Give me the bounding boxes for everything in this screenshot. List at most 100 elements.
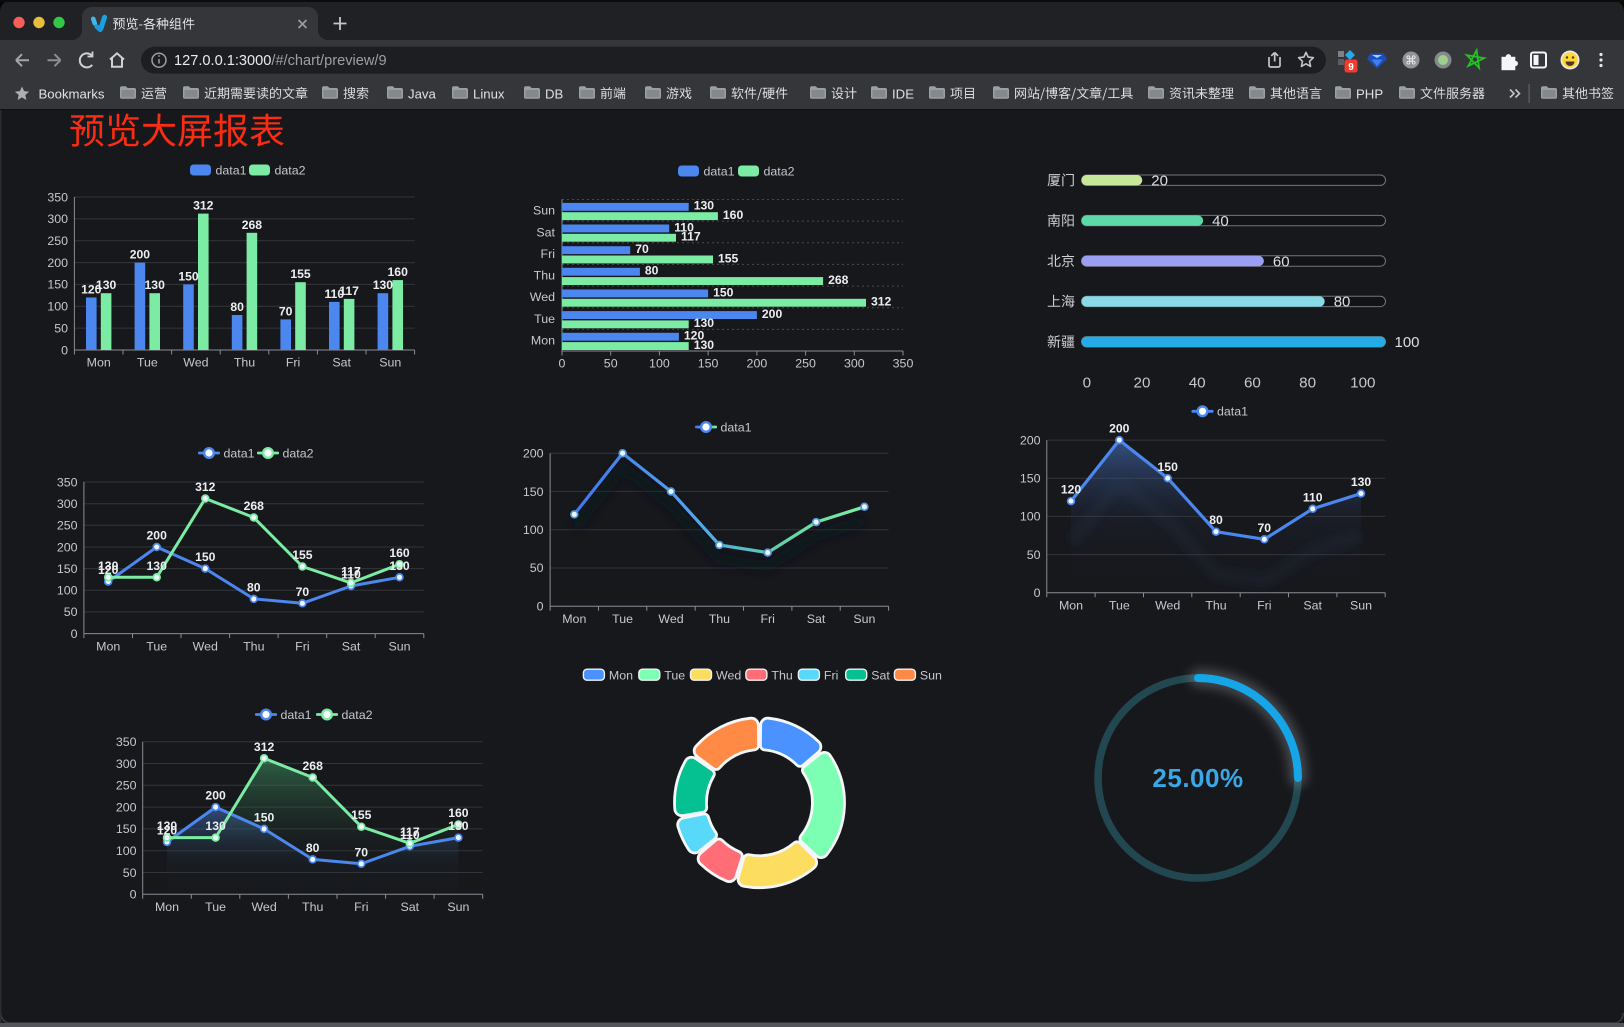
svg-text:155: 155 (292, 548, 313, 562)
svg-text:Tue: Tue (664, 668, 685, 682)
svg-text:20: 20 (1151, 173, 1168, 190)
svg-text:data1: data1 (281, 708, 312, 722)
svg-text:Fri: Fri (541, 247, 555, 261)
svg-text:130: 130 (96, 278, 117, 292)
svg-text:110: 110 (324, 287, 344, 301)
svg-text:0: 0 (1083, 375, 1091, 392)
svg-text:200: 200 (747, 357, 768, 371)
svg-text:150: 150 (698, 357, 719, 371)
svg-text:Sat: Sat (807, 612, 826, 626)
svg-text:100: 100 (47, 300, 68, 314)
svg-text:100: 100 (1350, 375, 1375, 392)
svg-text:Tue: Tue (146, 640, 167, 654)
svg-text:130: 130 (389, 559, 410, 573)
svg-text:Sun: Sun (533, 204, 555, 218)
svg-text:Thu: Thu (709, 612, 730, 626)
svg-text:0: 0 (61, 343, 68, 357)
svg-text:160: 160 (389, 546, 410, 560)
svg-text:110: 110 (1303, 490, 1323, 504)
svg-text:PHP: PHP (1356, 86, 1383, 101)
svg-text:70: 70 (355, 845, 369, 859)
svg-text:100: 100 (1395, 334, 1420, 351)
svg-text:250: 250 (116, 779, 137, 793)
svg-text:130: 130 (448, 819, 469, 833)
svg-text:Mon: Mon (96, 640, 120, 654)
svg-text:Sat: Sat (536, 225, 555, 239)
svg-text:350: 350 (57, 475, 78, 489)
svg-text:Fri: Fri (295, 640, 309, 654)
svg-text:Sat: Sat (871, 668, 890, 682)
svg-text:9: 9 (1348, 62, 1354, 73)
svg-text:0: 0 (1034, 586, 1041, 600)
svg-text:Mon: Mon (87, 356, 111, 370)
svg-text:Tue: Tue (205, 900, 226, 914)
svg-text:DB: DB (545, 86, 564, 101)
svg-text:200: 200 (130, 248, 151, 262)
svg-text:data2: data2 (283, 446, 314, 460)
svg-text:300: 300 (47, 212, 68, 226)
svg-text:155: 155 (718, 251, 739, 265)
svg-text:100: 100 (523, 523, 544, 537)
svg-text:130: 130 (694, 316, 715, 330)
svg-text:120: 120 (81, 283, 102, 297)
svg-text:Tue: Tue (534, 312, 555, 326)
svg-text:120: 120 (684, 329, 705, 343)
svg-text:300: 300 (116, 757, 137, 771)
svg-text:Wed: Wed (251, 900, 276, 914)
svg-text:Thu: Thu (302, 900, 323, 914)
svg-text:130: 130 (1351, 475, 1372, 489)
svg-text:data1: data1 (1217, 405, 1248, 419)
svg-text:20: 20 (1134, 375, 1151, 392)
svg-text:Bookmarks: Bookmarks (39, 86, 105, 101)
svg-text:Wed: Wed (530, 290, 555, 304)
svg-text:Wed: Wed (658, 612, 683, 626)
svg-text:70: 70 (279, 304, 293, 318)
svg-text:150: 150 (47, 278, 68, 292)
svg-text:60: 60 (1244, 375, 1261, 392)
svg-text:Sun: Sun (388, 640, 410, 654)
svg-text:100: 100 (649, 357, 670, 371)
svg-text:200: 200 (1109, 422, 1130, 436)
svg-text:80: 80 (645, 264, 659, 278)
svg-text:150: 150 (1158, 460, 1179, 474)
svg-text:150: 150 (254, 810, 275, 824)
svg-text:155: 155 (351, 808, 372, 822)
svg-text:70: 70 (635, 242, 649, 256)
svg-text:Fri: Fri (760, 612, 774, 626)
svg-text:70: 70 (296, 585, 310, 599)
svg-text:Wed: Wed (183, 356, 208, 370)
svg-text:312: 312 (193, 199, 214, 213)
svg-text:160: 160 (448, 806, 469, 820)
svg-text:0: 0 (71, 627, 78, 641)
svg-text:110: 110 (674, 220, 694, 234)
svg-text:100: 100 (116, 844, 137, 858)
svg-text:25.00%: 25.00% (1152, 763, 1243, 793)
svg-text:Fri: Fri (286, 356, 300, 370)
svg-text:50: 50 (123, 866, 137, 880)
svg-text:Mon: Mon (609, 668, 633, 682)
svg-text:Fri: Fri (354, 900, 368, 914)
svg-text:Wed: Wed (193, 640, 218, 654)
svg-text:50: 50 (530, 561, 544, 575)
svg-text:130: 130 (205, 819, 226, 833)
svg-text:117: 117 (339, 284, 359, 298)
svg-text:Sat: Sat (400, 900, 419, 914)
svg-text:Thu: Thu (771, 668, 792, 682)
svg-text:Wed: Wed (1155, 599, 1180, 613)
svg-text:312: 312 (871, 295, 892, 309)
svg-text:300: 300 (57, 497, 78, 511)
svg-text:268: 268 (828, 273, 849, 287)
svg-text:110: 110 (400, 828, 420, 842)
svg-text:Fri: Fri (824, 668, 838, 682)
svg-text:Sun: Sun (853, 612, 875, 626)
svg-text:150: 150 (116, 822, 137, 836)
svg-text:Thu: Thu (243, 640, 264, 654)
svg-text:268: 268 (242, 218, 263, 232)
svg-text:312: 312 (195, 480, 216, 494)
svg-text:50: 50 (604, 357, 618, 371)
svg-text:50: 50 (1027, 548, 1041, 562)
svg-text:Sun: Sun (447, 900, 469, 914)
svg-text:200: 200 (57, 540, 78, 554)
svg-text:130: 130 (147, 559, 168, 573)
svg-text:Fri: Fri (1257, 599, 1271, 613)
